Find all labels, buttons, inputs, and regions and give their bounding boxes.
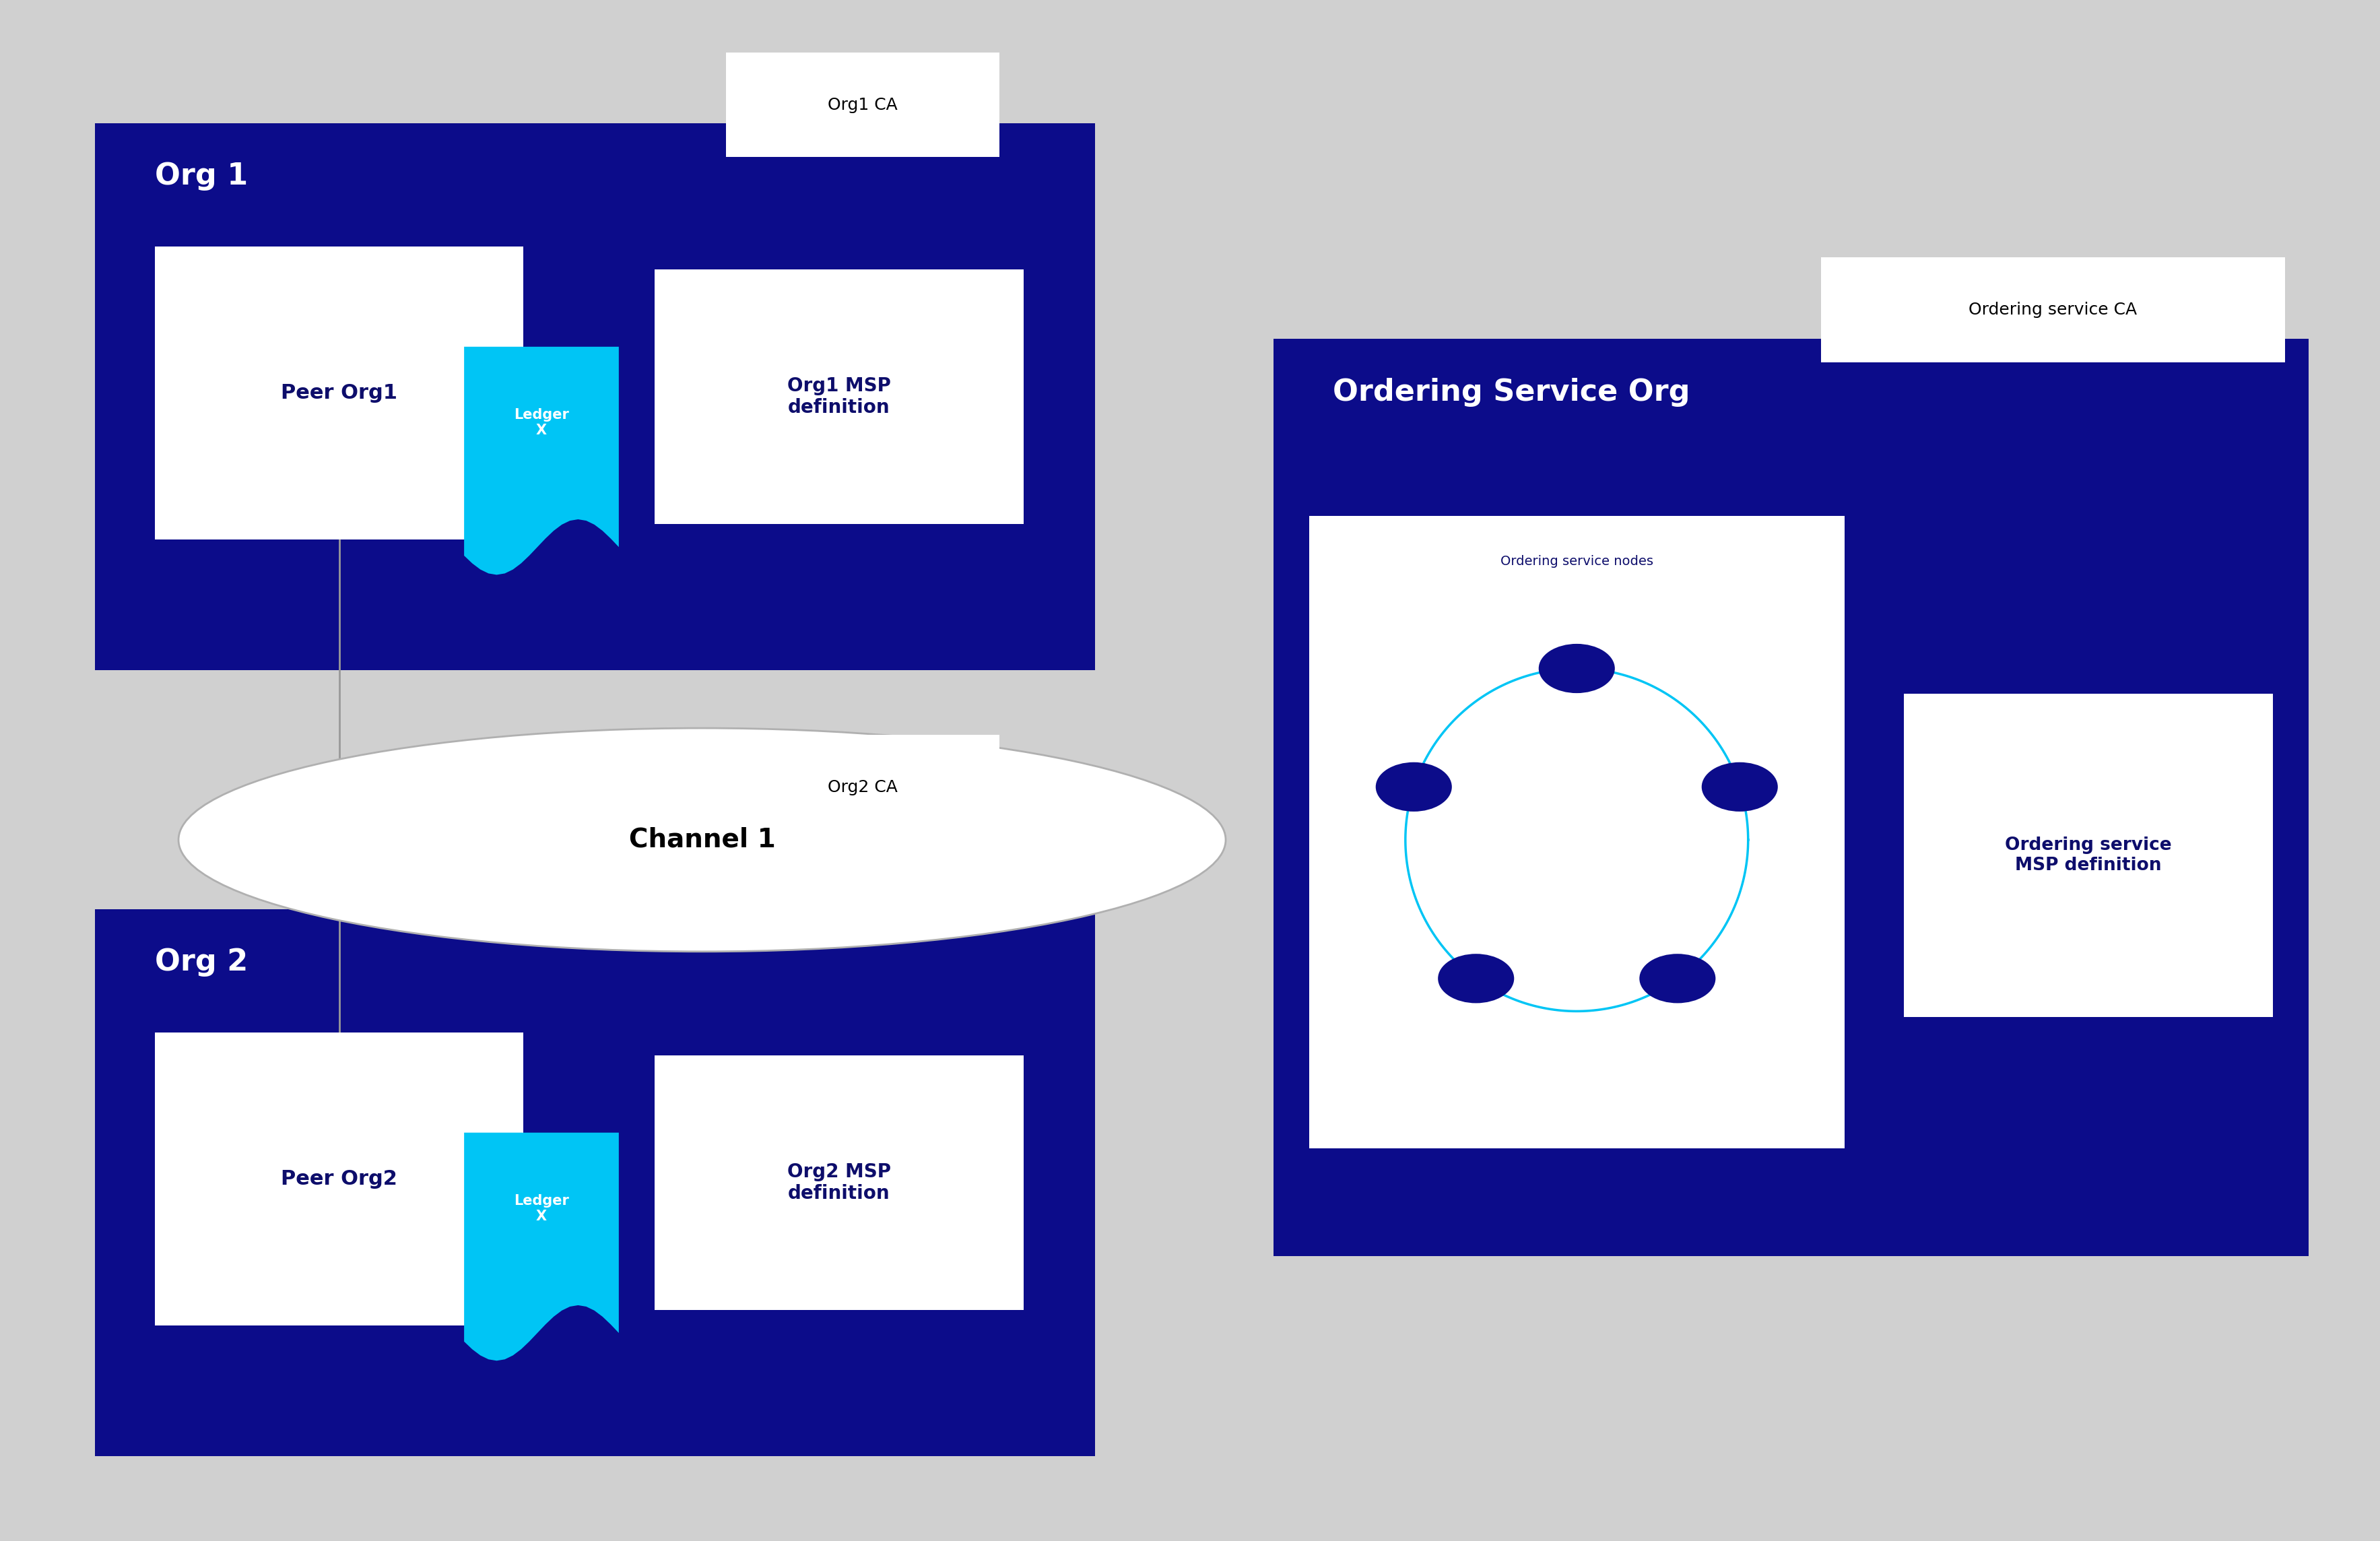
Text: Peer Org2: Peer Org2 <box>281 1170 397 1188</box>
Bar <box>1821 257 2285 362</box>
Text: Ordering service nodes: Ordering service nodes <box>1499 555 1654 567</box>
Bar <box>1904 693 2273 1017</box>
Polygon shape <box>464 347 619 575</box>
Text: Ledger
X: Ledger X <box>514 1194 569 1224</box>
Text: Org 1: Org 1 <box>155 162 248 191</box>
Bar <box>95 909 1095 1456</box>
Text: Ordering service
MSP definition: Ordering service MSP definition <box>2004 837 2173 874</box>
Text: Channel 1: Channel 1 <box>628 828 776 852</box>
Text: Org1 MSP
definition: Org1 MSP definition <box>788 376 890 418</box>
Circle shape <box>1640 954 1716 1003</box>
Bar <box>155 247 524 539</box>
Bar <box>726 52 1000 157</box>
Ellipse shape <box>179 727 1226 952</box>
Text: Org2 MSP
definition: Org2 MSP definition <box>788 1162 890 1204</box>
Text: Ordering service CA: Ordering service CA <box>1968 302 2137 317</box>
Polygon shape <box>464 1133 619 1361</box>
Circle shape <box>1376 763 1452 812</box>
Text: Ledger
X: Ledger X <box>514 408 569 438</box>
Text: Peer Org1: Peer Org1 <box>281 384 397 402</box>
Bar <box>95 123 1095 670</box>
Circle shape <box>1438 954 1514 1003</box>
Text: Org2 CA: Org2 CA <box>828 780 897 795</box>
Bar <box>1273 339 2309 1256</box>
Circle shape <box>1702 763 1778 812</box>
Bar <box>654 270 1023 524</box>
Bar <box>726 735 1000 840</box>
Bar <box>155 1032 524 1325</box>
Text: Org 2: Org 2 <box>155 948 248 977</box>
Bar <box>1309 516 1844 1148</box>
Circle shape <box>1537 644 1614 693</box>
Text: Org1 CA: Org1 CA <box>828 97 897 112</box>
Text: Ordering Service Org: Ordering Service Org <box>1333 378 1690 407</box>
Bar <box>654 1056 1023 1310</box>
